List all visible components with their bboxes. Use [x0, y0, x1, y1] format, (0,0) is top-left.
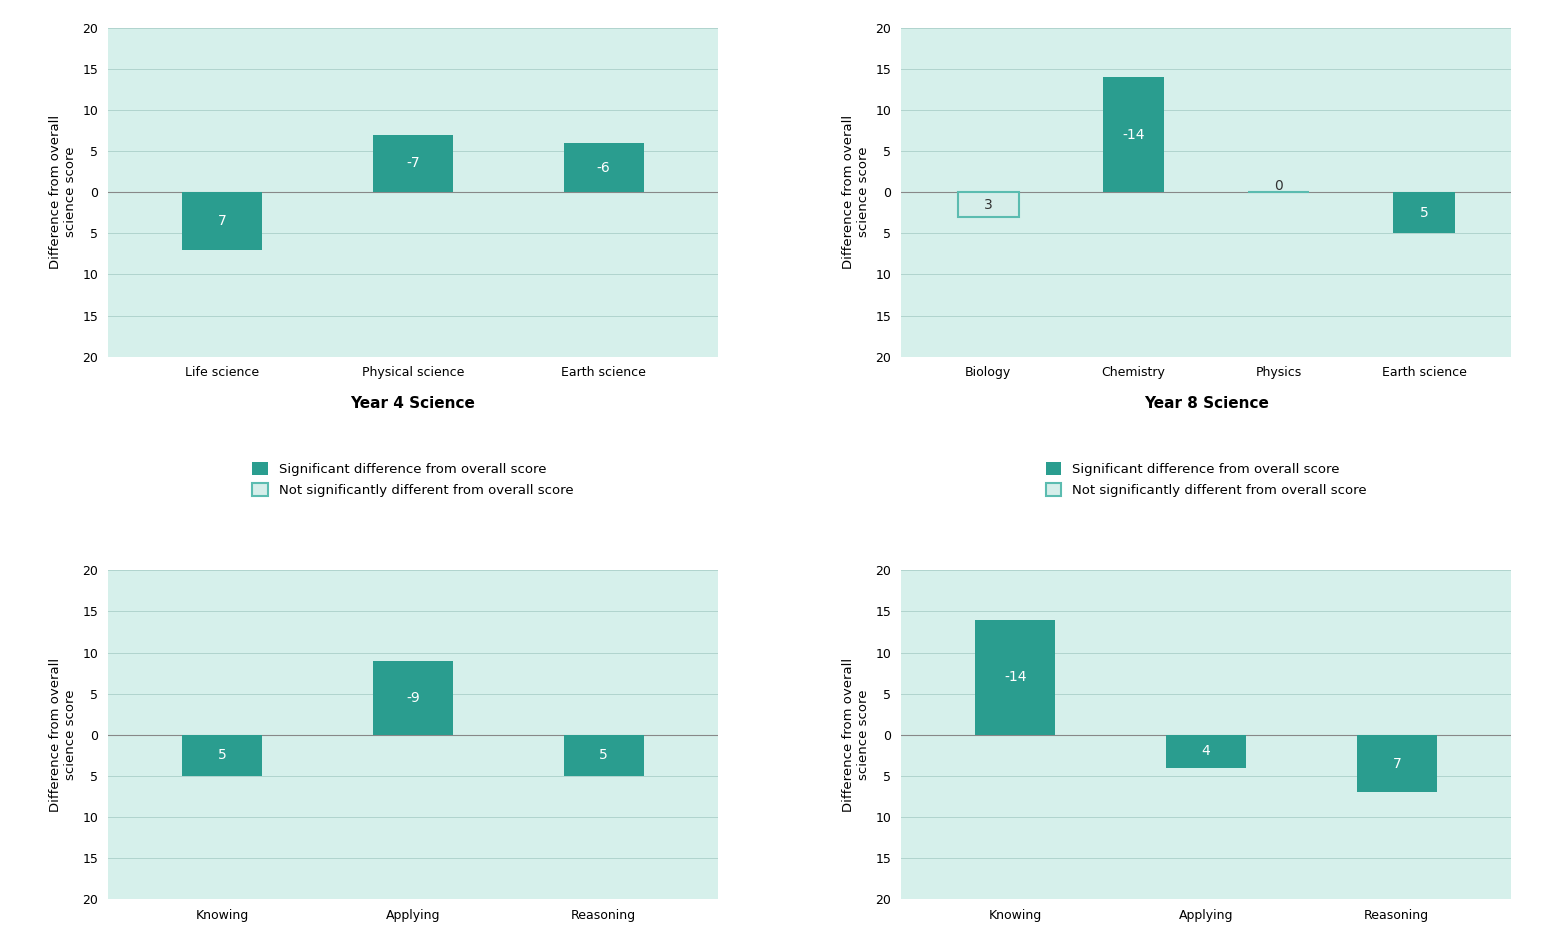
Bar — [1394, 192, 1454, 234]
Bar — [373, 661, 453, 735]
Text: 0: 0 — [1274, 179, 1283, 193]
Text: -6: -6 — [597, 160, 611, 174]
X-axis label: Year 4 Science: Year 4 Science — [350, 396, 475, 411]
X-axis label: Year 8 Science: Year 8 Science — [1144, 396, 1269, 411]
Bar — [182, 192, 262, 249]
Bar — [564, 735, 643, 776]
Text: 5: 5 — [1420, 206, 1428, 220]
Legend: Significant difference from overall score, Not significantly different from over: Significant difference from overall scor… — [253, 462, 574, 497]
Bar — [1103, 77, 1164, 192]
Bar — [182, 735, 262, 776]
Text: 7: 7 — [217, 214, 227, 228]
Text: 5: 5 — [217, 748, 227, 762]
Y-axis label: Difference from overall
science score: Difference from overall science score — [842, 658, 870, 812]
Text: 5: 5 — [600, 748, 608, 762]
Text: -14: -14 — [1004, 670, 1027, 684]
Y-axis label: Difference from overall
science score: Difference from overall science score — [49, 658, 77, 812]
Text: 3: 3 — [984, 197, 993, 211]
Y-axis label: Difference from overall
science score: Difference from overall science score — [842, 115, 870, 269]
Bar — [564, 143, 643, 192]
Bar — [958, 192, 1019, 217]
Bar — [373, 134, 453, 192]
Bar — [976, 619, 1055, 735]
Text: 4: 4 — [1201, 744, 1210, 758]
Bar — [1357, 735, 1437, 793]
Text: -14: -14 — [1123, 128, 1144, 142]
Text: -7: -7 — [406, 157, 419, 171]
Bar — [1166, 735, 1246, 768]
Y-axis label: Difference from overall
science score: Difference from overall science score — [49, 115, 77, 269]
Legend: Significant difference from overall score, Not significantly different from over: Significant difference from overall scor… — [1045, 462, 1366, 497]
Text: 7: 7 — [1392, 756, 1402, 770]
Text: -9: -9 — [406, 691, 419, 705]
